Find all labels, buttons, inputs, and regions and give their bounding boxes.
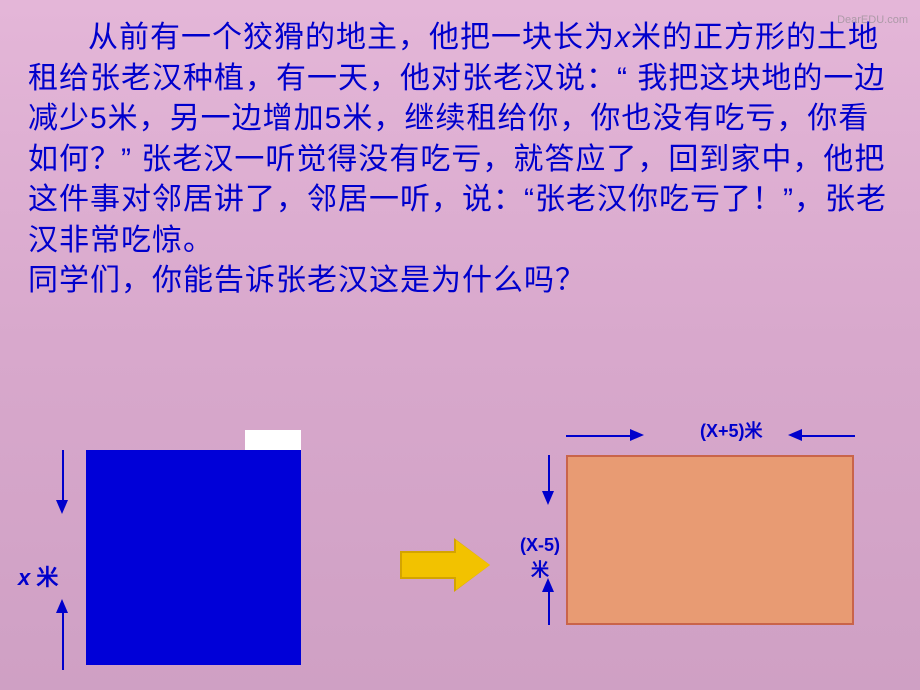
dim-line [62, 610, 64, 670]
dim-line [800, 435, 855, 437]
story-question: 同学们，你能告诉张老汉这是为什么吗？ [28, 264, 586, 297]
var-x: x [615, 21, 631, 54]
dim-line [62, 450, 64, 505]
arrow-left-icon [788, 429, 802, 441]
line1-suffix: 米 [631, 21, 662, 54]
diagram: x 米 (X-5) 米 (X+5)米 [0, 415, 920, 690]
arrow-right-icon [630, 429, 644, 441]
x-minus-5-label: (X-5) 米 [512, 535, 568, 582]
x-plus-5-label: (X+5)米 [700, 417, 763, 443]
arrow-down-icon [542, 491, 554, 505]
story-body: 的正方形的土地租给张老汉种植，有一天，他对张老汉说：“ 我把这块地的一边减少5米… [28, 21, 887, 257]
x-label: x 米 [18, 560, 58, 592]
arrow-up-icon [542, 578, 554, 592]
dim-line [548, 455, 550, 495]
dim-line [548, 590, 550, 625]
arrow-down-icon [56, 500, 68, 514]
arrow-up-icon [56, 599, 68, 613]
transform-arrow-icon [400, 540, 496, 590]
watermark: DearEDU.com [837, 14, 908, 26]
dim-line [566, 435, 636, 437]
original-square [86, 450, 301, 665]
story-text: 从前有一个狡猾的地主，他把一块长为x米的正方形的土地租给张老汉种植，有一天，他对… [0, 0, 920, 302]
line1-prefix: 从前有一个狡猾的地主，他把一块长为 [88, 21, 615, 54]
new-rectangle [566, 455, 854, 625]
